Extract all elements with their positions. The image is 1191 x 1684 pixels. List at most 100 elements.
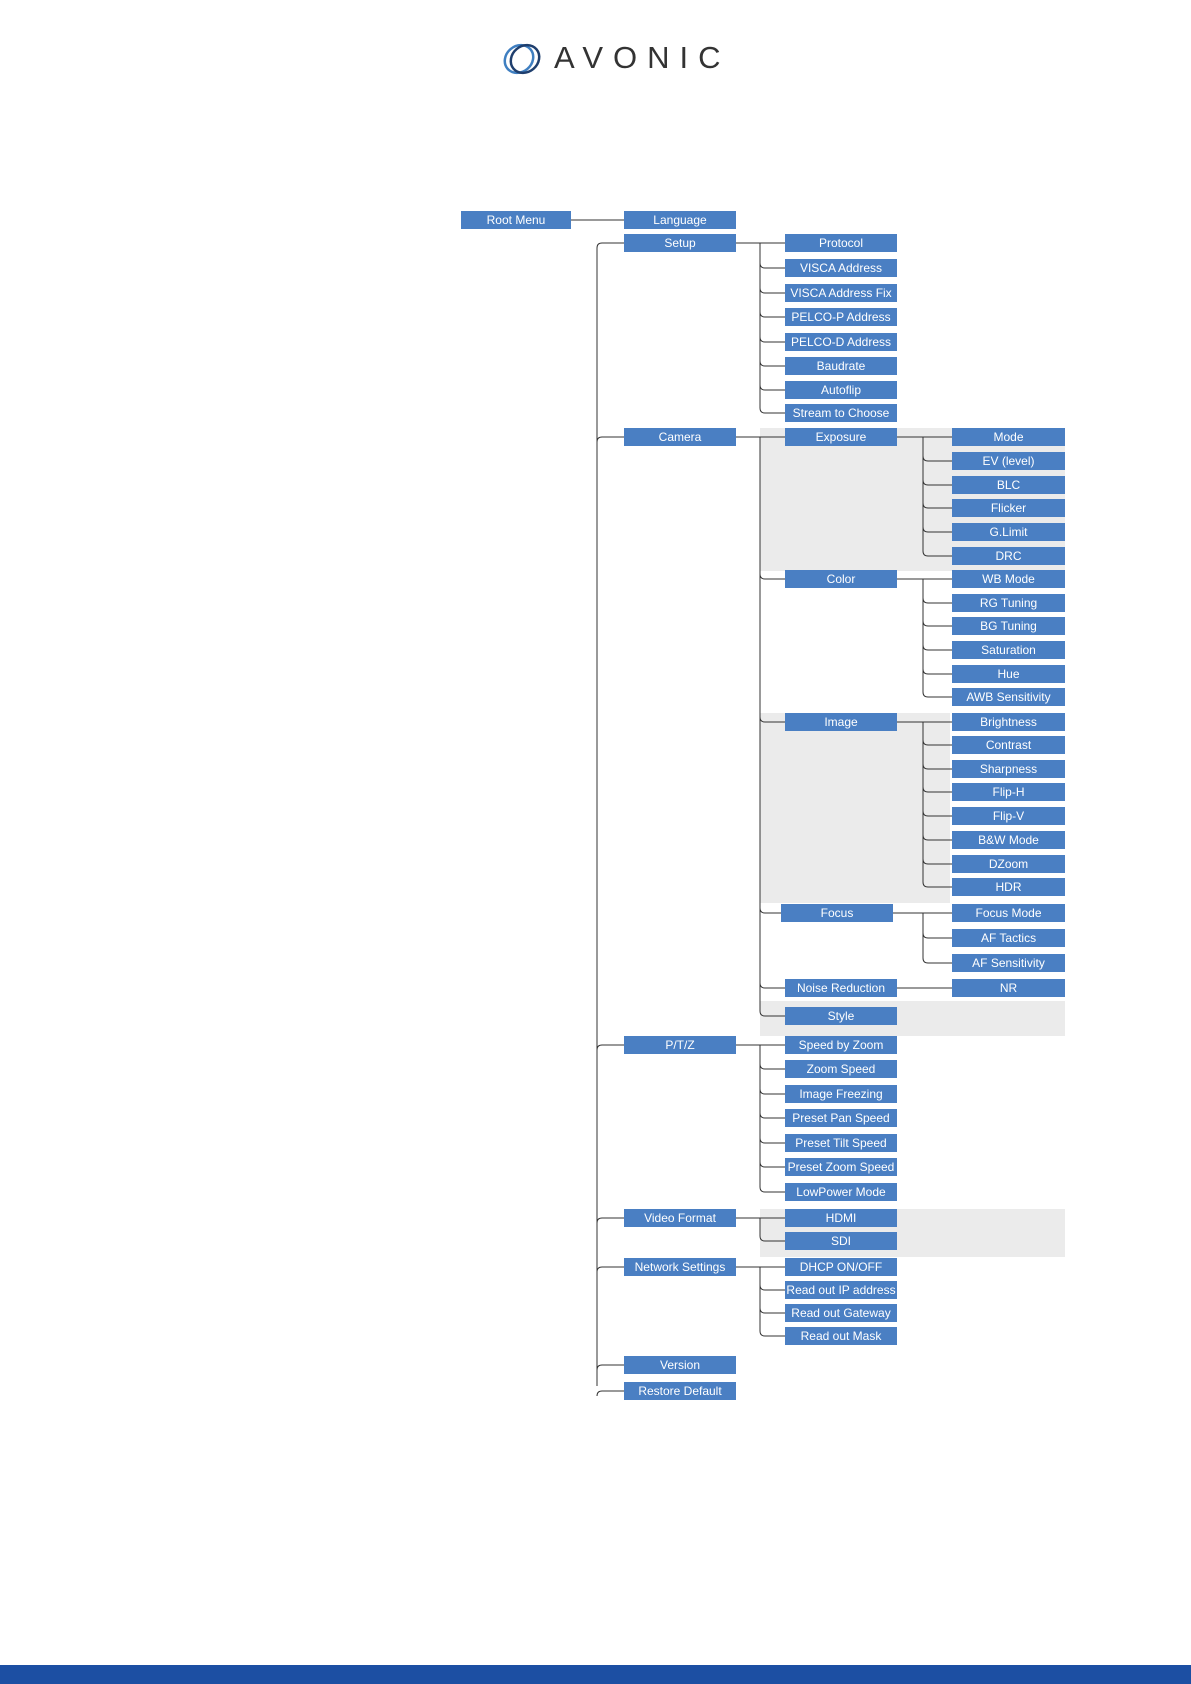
connector-line xyxy=(922,668,952,675)
node-color: Color xyxy=(785,570,897,588)
node-saturation: Saturation xyxy=(952,641,1065,659)
node-mode: Mode xyxy=(952,428,1065,446)
connector-line xyxy=(922,644,952,651)
node-rg-tuning: RG Tuning xyxy=(952,594,1065,612)
node-hdr: HDR xyxy=(952,878,1065,896)
node-setup: Setup xyxy=(624,234,736,252)
connector-line xyxy=(759,1235,785,1242)
connector-line xyxy=(922,620,952,627)
connector-line xyxy=(596,1044,624,1051)
connector-line xyxy=(759,407,785,414)
node-read-out-ip-address: Read out IP address xyxy=(785,1281,897,1299)
node-version: Version xyxy=(624,1356,736,1374)
connector-line xyxy=(596,1217,624,1224)
connector-line xyxy=(759,573,785,580)
node-ev-level: EV (level) xyxy=(952,452,1065,470)
connector-line xyxy=(759,311,785,318)
connector-line xyxy=(922,763,952,770)
connector-line xyxy=(596,1266,624,1273)
connector-line xyxy=(759,982,785,989)
node-exposure: Exposure xyxy=(785,428,897,446)
connector-line xyxy=(759,287,785,294)
connector-line xyxy=(922,691,952,698)
connector-line xyxy=(922,526,952,533)
connector-line xyxy=(596,1364,624,1371)
node-visca-address: VISCA Address xyxy=(785,259,897,277)
node-af-tactics: AF Tactics xyxy=(952,929,1065,947)
connector-line xyxy=(922,858,952,865)
node-pelco-p-address: PELCO-P Address xyxy=(785,308,897,326)
connector-line xyxy=(759,716,785,723)
avonic-logo: AVONIC xyxy=(496,26,726,92)
avonic-logo-icon xyxy=(503,43,541,75)
node-stream-to-choose: Stream to Choose xyxy=(785,404,897,422)
connector-line xyxy=(922,810,952,817)
node-restore-default: Restore Default xyxy=(624,1382,736,1400)
connector-line xyxy=(759,1186,785,1193)
node-dhcp-on-off: DHCP ON/OFF xyxy=(785,1258,897,1276)
node-bg-tuning: BG Tuning xyxy=(952,617,1065,635)
logo-wordmark: AVONIC xyxy=(554,40,731,75)
connector-line xyxy=(922,932,952,939)
connector-line xyxy=(759,1112,785,1119)
node-language: Language xyxy=(624,211,736,229)
connector-line xyxy=(922,502,952,509)
node-awb-sensitivity: AWB Sensitivity xyxy=(952,688,1065,706)
node-hue: Hue xyxy=(952,665,1065,683)
node-sdi: SDI xyxy=(785,1232,897,1250)
node-noise-reduction: Noise Reduction xyxy=(785,979,897,997)
connector-line xyxy=(759,1284,785,1291)
connector-line xyxy=(922,479,952,486)
connector-line xyxy=(922,739,952,746)
connector-line xyxy=(759,262,785,269)
node-nr: NR xyxy=(952,979,1065,997)
connector-line xyxy=(759,1330,785,1337)
node-preset-pan-speed: Preset Pan Speed xyxy=(785,1109,897,1127)
node-wb-mode: WB Mode xyxy=(952,570,1065,588)
node-focus-mode: Focus Mode xyxy=(952,904,1065,922)
connector-line xyxy=(759,336,785,343)
node-lowpower-mode: LowPower Mode xyxy=(785,1183,897,1201)
node-style: Style xyxy=(785,1007,897,1025)
node-zoom-speed: Zoom Speed xyxy=(785,1060,897,1078)
node-contrast: Contrast xyxy=(952,736,1065,754)
node-drc: DRC xyxy=(952,547,1065,565)
node-flicker: Flicker xyxy=(952,499,1065,517)
connector-line xyxy=(922,834,952,841)
node-blc: BLC xyxy=(952,476,1065,494)
node-network-settings: Network Settings xyxy=(624,1258,736,1276)
node-dzoom: DZoom xyxy=(952,855,1065,873)
node-sharpness: Sharpness xyxy=(952,760,1065,778)
connector-line xyxy=(759,1161,785,1168)
node-protocol: Protocol xyxy=(785,234,897,252)
connector-line xyxy=(759,1307,785,1314)
node-camera: Camera xyxy=(624,428,736,446)
node-image: Image xyxy=(785,713,897,731)
connector-line xyxy=(922,881,952,888)
connector-line xyxy=(759,384,785,391)
node-bw-mode: B&W Mode xyxy=(952,831,1065,849)
node-pelco-d-address: PELCO-D Address xyxy=(785,333,897,351)
node-baudrate: Baudrate xyxy=(785,357,897,375)
node-hdmi: HDMI xyxy=(785,1209,897,1227)
node-speed-by-zoom: Speed by Zoom xyxy=(785,1036,897,1054)
connector-line xyxy=(922,455,952,462)
node-preset-zoom-speed: Preset Zoom Speed xyxy=(785,1158,897,1176)
node-ptz: P/T/Z xyxy=(624,1036,736,1054)
connector-line xyxy=(759,360,785,367)
connector-line xyxy=(922,957,952,964)
connector-line xyxy=(596,436,624,443)
node-root-menu: Root Menu xyxy=(461,211,571,229)
node-video-format: Video Format xyxy=(624,1209,736,1227)
connector-line xyxy=(922,550,952,557)
node-af-sensitivity: AF Sensitivity xyxy=(952,954,1065,972)
image-shade xyxy=(760,713,950,903)
node-brightness: Brightness xyxy=(952,713,1065,731)
connector-line xyxy=(596,1390,624,1397)
connector-line xyxy=(759,1088,785,1095)
footer-bar xyxy=(0,1665,1191,1684)
node-visca-address-fix: VISCA Address Fix xyxy=(785,284,897,302)
node-image-freezing: Image Freezing xyxy=(785,1085,897,1103)
